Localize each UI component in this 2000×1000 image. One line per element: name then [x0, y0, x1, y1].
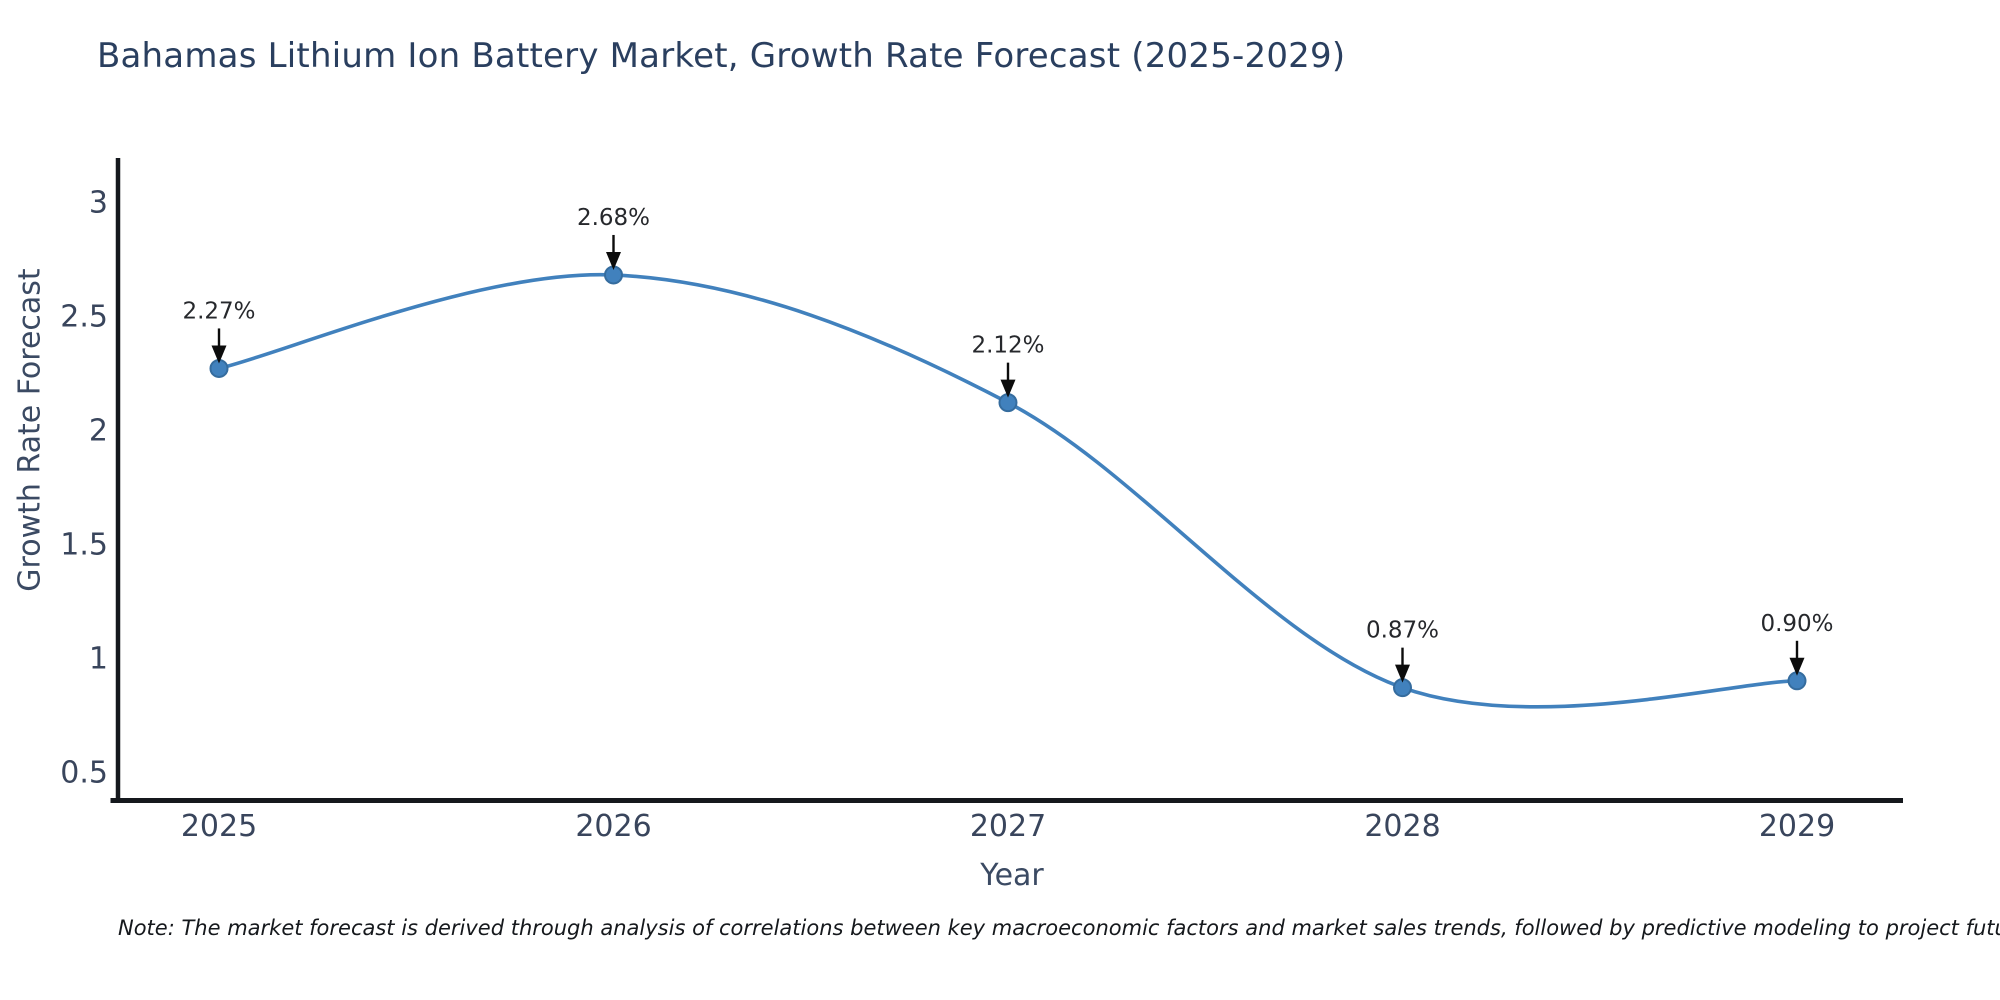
y-axis-tick-labels: 3 2.5 2 1.5 1 0.5 — [60, 186, 108, 791]
y-tick-label: 2 — [89, 414, 108, 449]
annotation-arrowhead-icon — [211, 345, 227, 364]
x-tick-label: 2027 — [970, 809, 1046, 844]
x-axis-tick-labels: 2025 2026 2027 2028 2029 — [181, 809, 1835, 844]
axes-spines — [110, 158, 1903, 803]
point-value-label: 2.12% — [971, 333, 1044, 359]
x-tick-label: 2025 — [181, 809, 257, 844]
x-tick-label: 2029 — [1759, 809, 1835, 844]
point-annotations: 2.27% 2.68% 2.12% 0.87% 0.90% — [182, 205, 1834, 683]
data-point-markers — [209, 265, 1807, 698]
x-tick-label: 2028 — [1364, 809, 1440, 844]
y-tick-label: 2.5 — [60, 300, 108, 335]
point-value-label: 2.27% — [182, 298, 255, 324]
annotation-arrowhead-icon — [1395, 664, 1410, 683]
y-tick-label: 3 — [89, 186, 108, 221]
annotation-arrowhead-icon — [1789, 657, 1805, 676]
footnote: Note: The market forecast is derived thr… — [118, 916, 2000, 940]
point-value-label: 0.87% — [1366, 618, 1439, 644]
annotation-arrowhead-icon — [606, 251, 621, 270]
y-tick-label: 1 — [89, 642, 108, 677]
point-value-label: 0.90% — [1760, 611, 1833, 637]
y-tick-label: 0.5 — [60, 756, 108, 791]
point-value-label: 2.68% — [577, 205, 650, 231]
y-tick-label: 1.5 — [60, 528, 108, 563]
annotation-arrowhead-icon — [1000, 379, 1016, 398]
y-axis-title: Growth Rate Forecast — [12, 268, 48, 592]
x-axis-title: Year — [980, 858, 1044, 893]
chart-title: Bahamas Lithium Ion Battery Market, Grow… — [97, 36, 1346, 76]
x-tick-label: 2026 — [575, 809, 651, 844]
